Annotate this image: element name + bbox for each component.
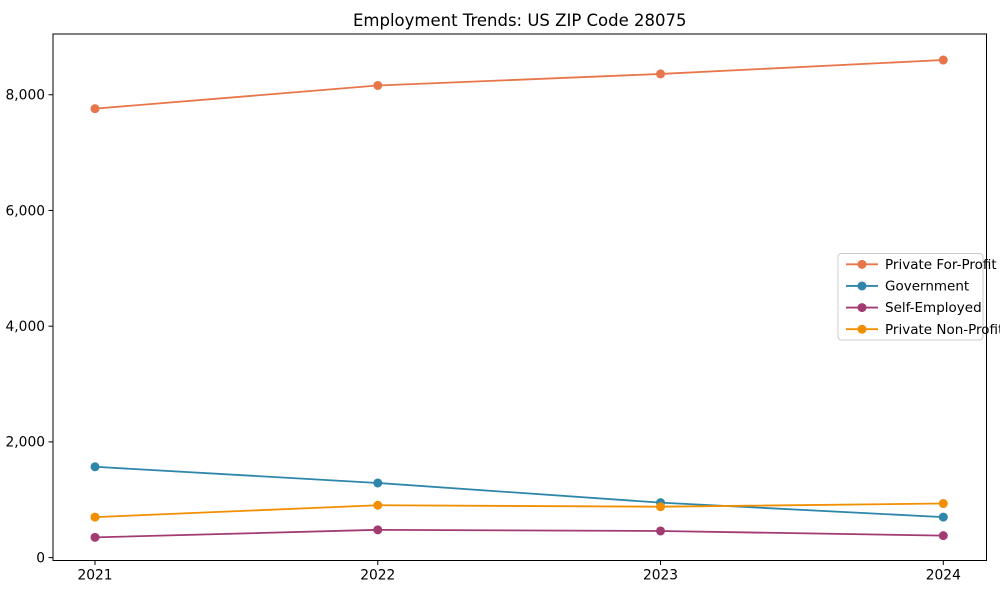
legend-label: Private Non-Profit: [885, 322, 1000, 338]
data-point-private-non-profit: [90, 512, 100, 522]
y-tick-label: 2,000: [6, 435, 46, 451]
x-tick-label: 2021: [77, 568, 112, 584]
legend-entry-self-employed: Self-Employed: [846, 300, 982, 316]
data-point-private-for-profit: [938, 55, 948, 65]
axes-spines: [52, 33, 987, 561]
x-tick-label: 2023: [643, 568, 678, 584]
legend: Private For-Profit Government Self-Employe…: [837, 253, 1000, 341]
legend-label: Private For-Profit: [885, 257, 997, 273]
data-point-self-employed: [90, 532, 100, 542]
data-point-private-non-profit: [373, 500, 383, 510]
series-line-government: [94, 465, 944, 519]
legend-label: Self-Employed: [885, 300, 982, 316]
y-tick-label: 0: [36, 550, 45, 566]
series-line-self-employed: [94, 528, 944, 539]
series-line-private-non-profit: [94, 502, 944, 519]
data-point-government: [90, 462, 100, 472]
legend-marker-icon: [857, 281, 867, 291]
legend-entry-private-for-profit: Private For-Profit: [846, 257, 997, 273]
x-tick-label: 2024: [926, 568, 961, 584]
y-tick-label: 6,000: [6, 203, 46, 219]
data-point-government: [938, 512, 948, 522]
data-point-self-employed: [938, 531, 948, 541]
legend-marker-icon: [857, 259, 867, 269]
legend-box: [837, 253, 984, 341]
data-point-self-employed: [373, 525, 383, 535]
data-point-private-for-profit: [373, 80, 383, 90]
series-line-private-for-profit: [94, 59, 944, 110]
chart-title: Employment Trends: US ZIP Code 28075: [353, 11, 687, 30]
data-point-private-for-profit: [90, 104, 100, 114]
x-tick-label: 2022: [360, 568, 395, 584]
data-point-self-employed: [656, 526, 666, 536]
data-point-private-for-profit: [656, 69, 666, 79]
plot-area: 0 2,000 4,000 6,000 8,000 2021 2022 2023 2024 Pri…: [6, 33, 1000, 584]
legend-marker-icon: [857, 303, 867, 313]
y-tick-label: 8,000: [6, 88, 46, 104]
data-point-government: [373, 478, 383, 488]
legend-entry-private-non-profit: Private Non-Profit: [846, 322, 1000, 338]
legend-label: Government: [885, 279, 969, 295]
y-tick-label: 4,000: [6, 319, 46, 335]
data-point-private-non-profit: [938, 499, 948, 509]
legend-marker-icon: [857, 324, 867, 334]
data-point-private-non-profit: [656, 502, 666, 512]
legend-entry-government: Government: [846, 279, 969, 295]
